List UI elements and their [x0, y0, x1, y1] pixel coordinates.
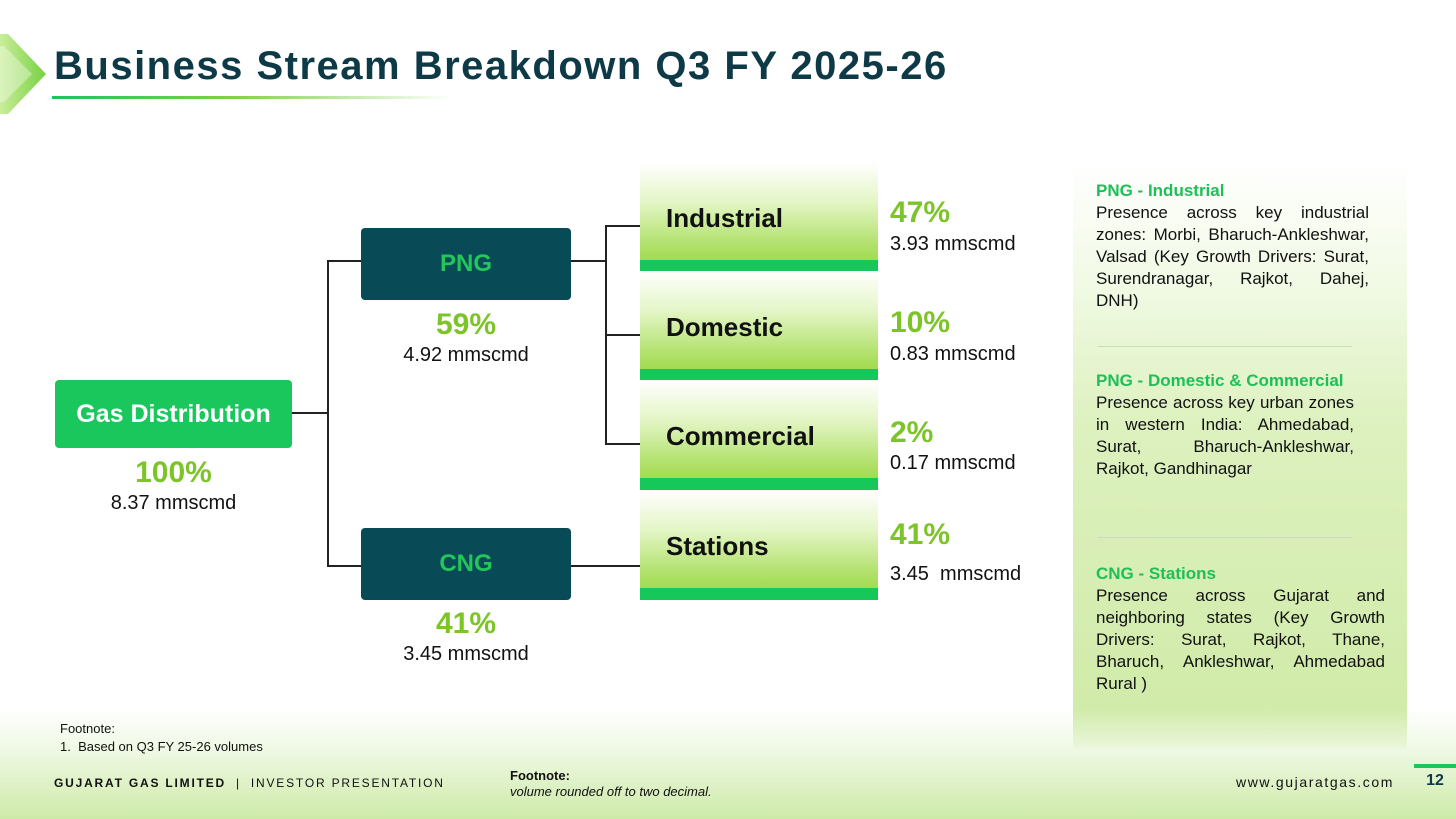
info-panel — [1073, 160, 1407, 749]
footnote-title: Footnote: — [510, 768, 570, 783]
stations-label: Stations — [666, 530, 769, 561]
panel-text: Presence across key urban zones in weste… — [1096, 393, 1354, 478]
stations-volume: 3.45 mmscmd — [890, 563, 1022, 585]
panel-heading: CNG - Stations — [1096, 564, 1216, 583]
footnote-rounding: Footnote: volume rounded off to two deci… — [510, 768, 712, 800]
footnote-volumes: Footnote: 1. Based on Q3 FY 25-26 volume… — [60, 720, 263, 756]
industrial-label: Industrial — [666, 202, 784, 233]
stations-box: Stations — [640, 490, 878, 600]
footer-band — [0, 708, 1456, 819]
gas-distribution-label: Gas Distribution — [76, 399, 271, 428]
footnote-item: 1. Based on Q3 FY 25-26 volumes — [60, 739, 263, 754]
website-link[interactable]: www.gujaratgas.com — [1236, 774, 1394, 790]
domestic-label: Domestic — [666, 311, 784, 342]
gas-distribution-percent: 100% — [135, 456, 212, 489]
domestic-box: Domestic — [640, 271, 878, 381]
industrial-percent: 47% — [890, 196, 951, 229]
title-arrow-icon — [0, 34, 46, 114]
domestic-percent: 10% — [890, 306, 951, 339]
domestic-volume: 0.83 mmscmd — [890, 343, 1016, 365]
commercial-percent: 2% — [890, 416, 934, 449]
presentation-name: INVESTOR PRESENTATION — [250, 776, 445, 790]
page-title: Business Stream Breakdown Q3 FY 2025-26 — [54, 44, 948, 88]
footer-separator: | — [235, 776, 241, 790]
page-number: 12 — [1426, 772, 1444, 789]
png-volume: 4.92 mmscmd — [403, 344, 529, 366]
panel-heading: PNG - Industrial — [1096, 181, 1225, 200]
png-label: PNG — [439, 250, 492, 277]
title-underline — [52, 96, 452, 99]
panel-block-cng-stations: CNG - Stations Presence across Gujarat a… — [1096, 563, 1385, 695]
png-percent: 59% — [435, 308, 497, 341]
panel-block-png-industrial: PNG - Industrial Presence across key ind… — [1096, 180, 1369, 312]
panel-block-png-domestic: PNG - Domestic & Commercial Presence acr… — [1096, 370, 1354, 480]
commercial-box: Commercial — [640, 380, 878, 490]
panel-text: Presence across key industrial zones: Mo… — [1096, 203, 1369, 310]
footer-company: GUJARAT GAS LIMITED | INVESTOR PRESENTATIO… — [54, 776, 445, 790]
cng-label: CNG — [439, 550, 493, 577]
cng-volume: 3.45 mmscmd — [403, 643, 529, 665]
panel-text: Presence across Gujarat and neighboring … — [1096, 586, 1385, 693]
commercial-label: Commercial — [666, 420, 815, 451]
cng-percent: 41% — [435, 607, 497, 640]
panel-divider — [1098, 346, 1352, 347]
industrial-box: Industrial — [640, 162, 878, 272]
panel-divider — [1098, 537, 1352, 538]
company-name: GUJARAT GAS LIMITED — [54, 776, 226, 790]
commercial-volume: 0.17 mmscmd — [890, 452, 1016, 474]
industrial-volume: 3.93 mmscmd — [890, 233, 1016, 255]
cng-box: CNG — [361, 528, 571, 600]
footnote-title: Footnote: — [60, 721, 115, 736]
gas-distribution-volume: 8.37 mmscmd — [110, 492, 237, 514]
panel-heading: PNG - Domestic & Commercial — [1096, 371, 1344, 390]
png-box: PNG — [361, 228, 571, 300]
page-number-bar — [1414, 764, 1456, 768]
footnote-text: volume rounded off to two decimal. — [510, 784, 712, 799]
stations-percent: 41% — [890, 518, 951, 551]
gas-distribution-box: Gas Distribution — [55, 380, 292, 448]
